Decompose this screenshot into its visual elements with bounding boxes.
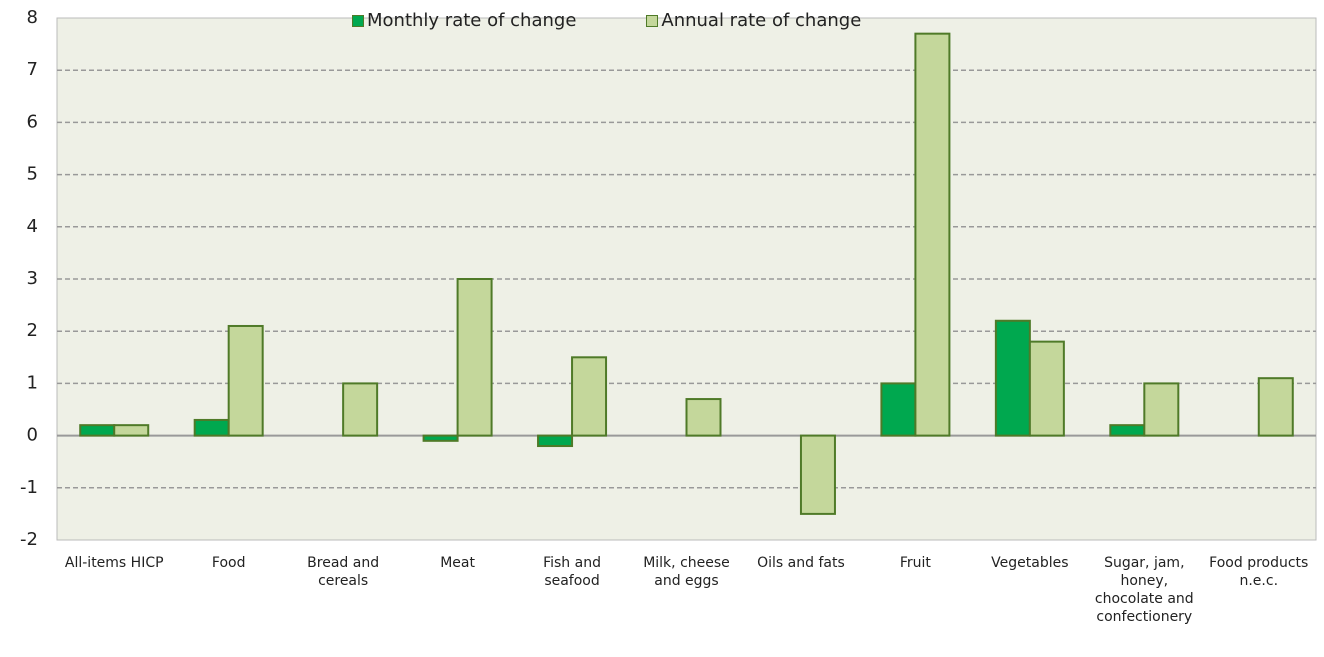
y-tick-label: 2 <box>27 320 38 341</box>
x-tick-label: Oils and fats <box>757 555 845 571</box>
bar <box>227 324 264 437</box>
x-tick-label: Milk, cheese and eggs <box>643 555 730 589</box>
x-tick-label: Bread and cereals <box>307 555 380 589</box>
y-tick-label: 1 <box>27 372 38 393</box>
bar <box>685 398 722 437</box>
bar <box>193 418 230 437</box>
bar <box>994 319 1031 437</box>
bar <box>880 382 917 437</box>
legend-label: Annual rate of change <box>661 10 862 31</box>
bar <box>79 424 116 437</box>
legend-swatch <box>352 14 364 27</box>
x-tick-label: Vegetables <box>991 555 1069 571</box>
y-tick-label: -1 <box>20 477 38 498</box>
bar <box>456 278 493 437</box>
y-tick-label: 6 <box>27 111 38 132</box>
bar <box>1028 340 1065 437</box>
bar <box>914 32 951 437</box>
bar <box>1257 377 1294 437</box>
x-tick-label: Fruit <box>899 555 931 571</box>
bar <box>1109 424 1146 437</box>
bar <box>1143 382 1180 437</box>
y-tick-label: 5 <box>27 164 38 185</box>
bar <box>342 382 379 437</box>
legend-item: Monthly rate of change <box>352 10 576 31</box>
y-tick-label: 3 <box>27 268 38 289</box>
y-tick-label: 8 <box>27 7 38 28</box>
x-tick-label: Meat <box>440 555 475 571</box>
x-tick-label: Food <box>211 555 246 571</box>
bar <box>113 424 150 437</box>
x-tick-label: Fish and seafood <box>543 555 601 589</box>
legend-label: Monthly rate of change <box>367 10 577 31</box>
bar <box>537 434 574 448</box>
bar <box>799 434 836 515</box>
bar <box>571 356 608 437</box>
bar <box>422 434 459 442</box>
x-tick-label: Food products n.e.c. <box>1209 555 1309 589</box>
y-tick-label: 0 <box>27 425 38 446</box>
y-tick-label: 4 <box>27 216 38 237</box>
x-tick-label: Sugar, jam, honey, chocolate and confect… <box>1094 555 1194 625</box>
x-tick-label: All-items HICP <box>64 555 164 571</box>
legend: Monthly rate of change Annual rate of cha… <box>352 10 861 31</box>
legend-item: Annual rate of change <box>646 10 861 31</box>
y-tick-label: -2 <box>20 529 38 550</box>
legend-swatch <box>646 14 659 27</box>
y-tick-label: 7 <box>27 59 38 80</box>
